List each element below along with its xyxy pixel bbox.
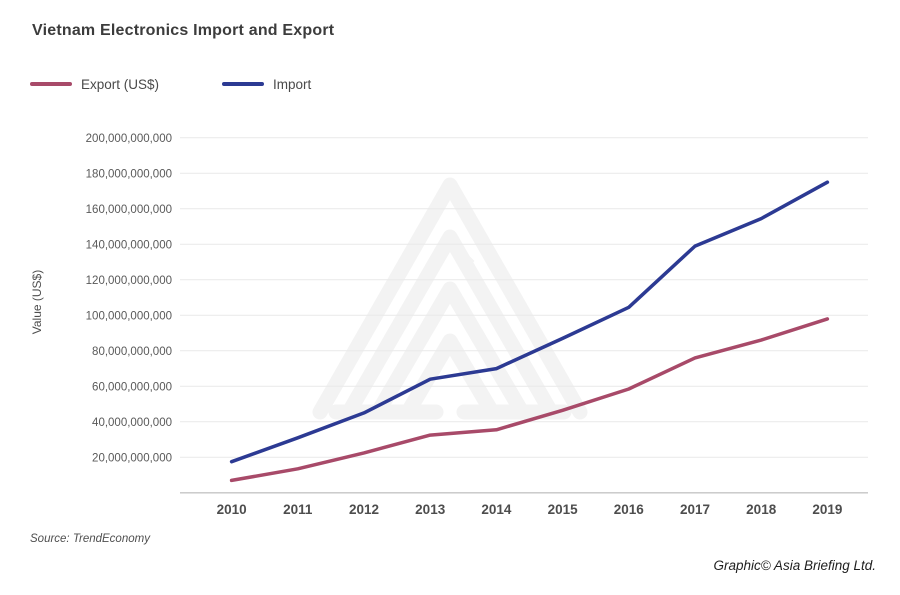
x-tick-label: 2016 (614, 502, 645, 517)
y-tick-label: 180,000,000,000 (86, 168, 172, 180)
y-tick-label: 120,000,000,000 (86, 275, 172, 287)
x-tick-label: 2014 (481, 502, 512, 517)
x-tick-label: 2017 (680, 502, 710, 517)
x-tick-label: 2010 (217, 502, 247, 517)
x-tick-label: 2018 (746, 502, 777, 517)
y-tick-label: 200,000,000,000 (86, 133, 172, 145)
export-legend-swatch (30, 81, 72, 87)
export-legend-label: Export (US$) (81, 76, 160, 92)
x-tick-label: 2019 (812, 502, 842, 517)
x-tick-label: 2012 (349, 502, 379, 517)
y-tick-label: 20,000,000,000 (92, 452, 172, 464)
series-line-export-us (229, 317, 830, 483)
y-tick-label: 80,000,000,000 (92, 346, 172, 358)
x-tick-label: 2013 (415, 502, 446, 517)
chart-title: Vietnam Electronics Import and Export (32, 22, 335, 39)
y-tick-label: 40,000,000,000 (92, 417, 172, 429)
y-tick-label: 60,000,000,000 (92, 381, 172, 393)
x-tick-label: 2015 (548, 502, 579, 517)
series-line-import (229, 180, 830, 464)
import-legend-label: Import (273, 76, 312, 92)
credit-note: Graphic© Asia Briefing Ltd. (713, 558, 876, 573)
y-tick-label: 100,000,000,000 (86, 310, 172, 322)
y-tick-label: 160,000,000,000 (86, 204, 172, 216)
legend: Export (US$) Import (30, 76, 311, 92)
source-note: Source: TrendEconomy (30, 533, 150, 545)
x-tick-label: 2011 (283, 502, 313, 517)
y-axis-title: Value (US$) (30, 269, 44, 335)
asia-briefing-watermark-logo (312, 177, 588, 420)
y-tick-label: 140,000,000,000 (86, 239, 172, 251)
import-legend-swatch (222, 81, 265, 87)
